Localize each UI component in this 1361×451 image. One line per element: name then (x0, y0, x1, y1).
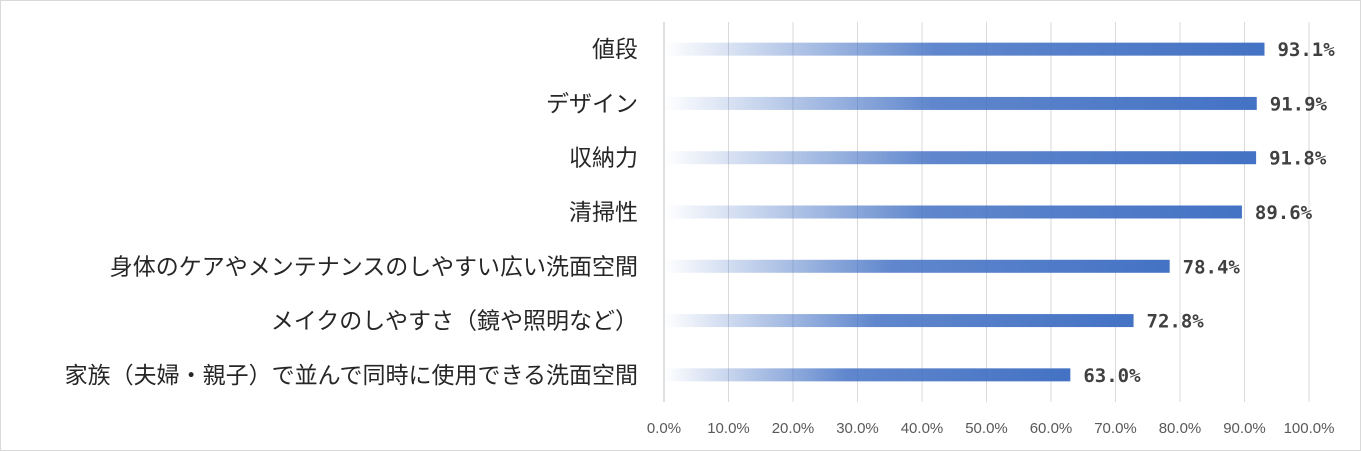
category-label: 身体のケアやメンテナンスのしやすい広い洗面空間 (110, 254, 638, 280)
data-label: 72.8% (1147, 311, 1205, 333)
category-label: 清掃性 (569, 200, 638, 226)
data-label: 91.9% (1270, 93, 1328, 115)
bar (664, 96, 1257, 110)
data-label: 93.1% (1277, 39, 1335, 61)
category-label: 家族（夫婦・親子）で並んで同時に使用できる洗面空間 (65, 363, 638, 389)
category-label: 値段 (592, 37, 638, 63)
bar (664, 42, 1265, 56)
category-label: 収納力 (569, 146, 638, 172)
x-tick-label: 0.0% (647, 420, 681, 437)
data-label: 91.8% (1269, 148, 1327, 170)
bar (664, 314, 1134, 328)
x-tick-label: 90.0% (1223, 420, 1266, 437)
x-tick-label: 50.0% (965, 420, 1008, 437)
bar (664, 368, 1071, 382)
x-tick-label: 60.0% (1030, 420, 1073, 437)
category-label: メイクのしやすさ（鏡や照明など） (271, 309, 638, 335)
x-tick-label: 40.0% (901, 420, 944, 437)
data-label: 78.4% (1183, 256, 1241, 278)
bar (664, 205, 1242, 219)
x-tick-label: 20.0% (772, 420, 815, 437)
gridlines (728, 22, 1310, 402)
x-tick-label: 30.0% (836, 420, 879, 437)
data-labels: 93.1% 91.9% 91.8% 89.6% 78.4% 72.8% 63.0% (1083, 39, 1335, 387)
x-tick-label: 80.0% (1159, 420, 1202, 437)
bar (664, 259, 1170, 273)
x-tick-label: 10.0% (707, 420, 750, 437)
x-tick-label: 70.0% (1094, 420, 1137, 437)
x-tick-label: 100.0% (1284, 420, 1335, 437)
category-labels: 値段デザイン収納力清掃性身体のケアやメンテナンスのしやすい広い洗面空間メイクのし… (65, 37, 638, 389)
category-label: デザイン (546, 91, 638, 117)
data-label: 63.0% (1083, 365, 1141, 387)
bar (664, 151, 1257, 165)
x-tick-labels: 0.0% 10.0% 20.0% 30.0% 40.0% 50.0% 60.0% 70.0% 8… (647, 420, 1335, 437)
bars (664, 42, 1265, 382)
data-label: 89.6% (1255, 202, 1313, 224)
